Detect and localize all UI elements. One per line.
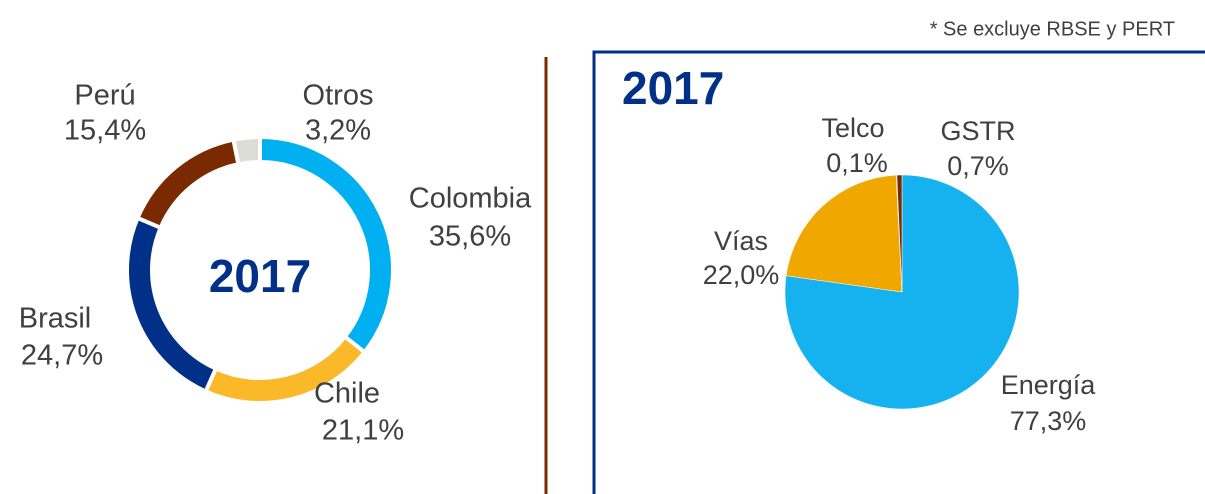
category-label: Otros xyxy=(303,80,374,112)
slice xyxy=(785,174,903,293)
value-label: 0,7% xyxy=(947,151,1009,181)
category-label: Brasil xyxy=(19,303,92,335)
category-label: Energía xyxy=(1001,370,1097,400)
slice xyxy=(134,137,241,231)
value-label: 35,6% xyxy=(429,221,511,253)
value-label: 0,1% xyxy=(826,148,888,178)
slice xyxy=(258,134,395,355)
value-label: 15,4% xyxy=(64,115,146,147)
value-label: 3,2% xyxy=(305,115,371,147)
value-label: 77,3% xyxy=(1010,406,1087,436)
center-label: 2017 xyxy=(209,250,311,302)
value-label: 24,7% xyxy=(21,340,103,372)
slice xyxy=(231,134,262,167)
category-label: Colombia xyxy=(409,183,532,215)
value-label: 22,0% xyxy=(703,260,780,290)
slice xyxy=(784,174,1020,410)
slice xyxy=(125,215,219,395)
chart-title: 2017 xyxy=(622,62,724,114)
value-label: 21,1% xyxy=(322,415,404,447)
category-label: GSTR xyxy=(940,116,1015,146)
note: * Se excluye RBSE y PERT xyxy=(930,18,1175,40)
category-label: Chile xyxy=(314,378,380,410)
category-label: Perú xyxy=(74,80,135,112)
frame xyxy=(592,50,1205,494)
category-label: Telco xyxy=(821,113,884,143)
slice xyxy=(896,174,903,293)
category-label: Vías xyxy=(714,226,768,256)
